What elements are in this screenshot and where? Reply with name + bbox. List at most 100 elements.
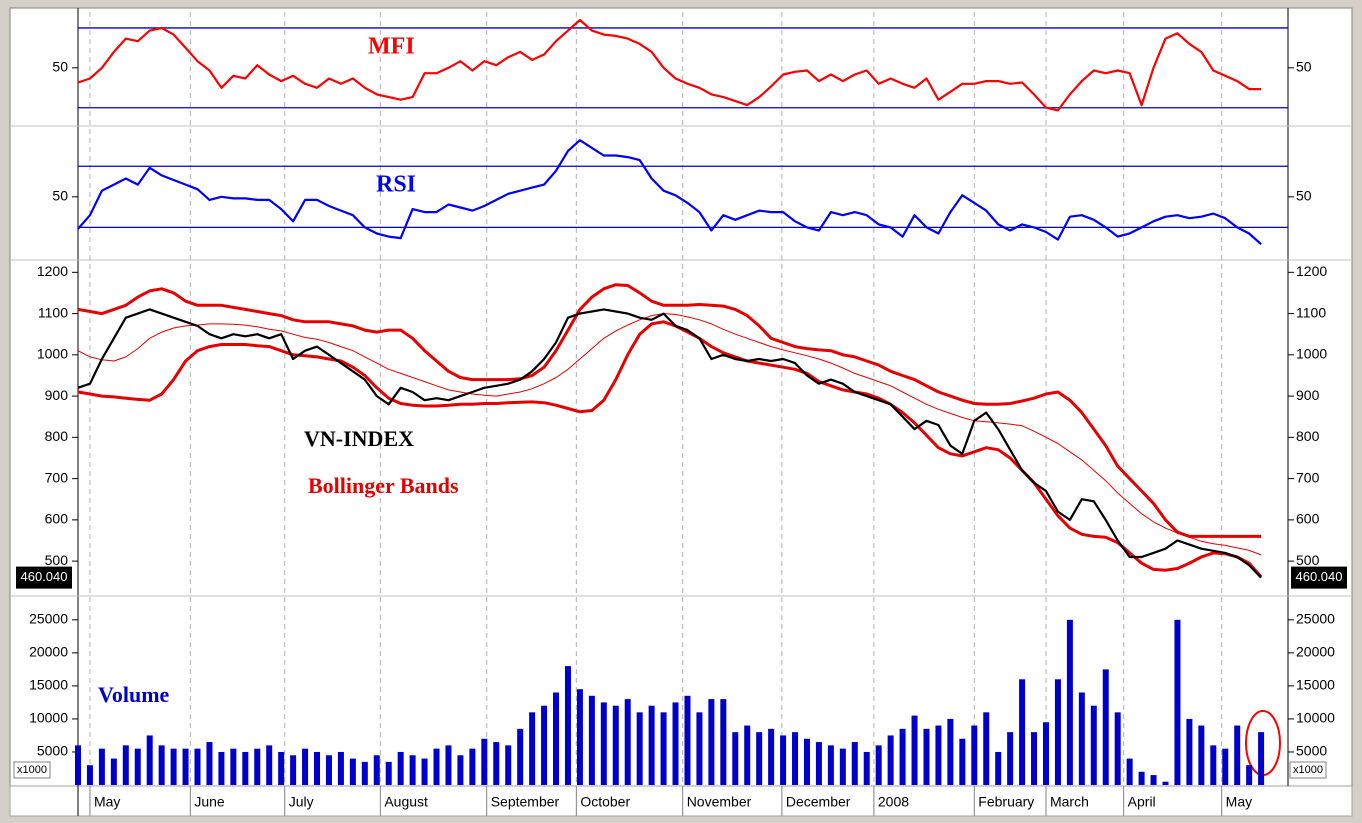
bar (110, 758, 117, 785)
x-tick-label: September (491, 794, 560, 810)
bar (1031, 732, 1038, 785)
y-tick-label: 600 (45, 511, 69, 527)
bar (1102, 669, 1109, 785)
last-value-label: 460.040 (1296, 569, 1343, 584)
bar (170, 748, 177, 785)
upper-band (77, 283, 1262, 538)
bar (756, 732, 763, 785)
y-tick-label-right: 1100 (1296, 304, 1326, 320)
bar (361, 761, 368, 785)
bar (660, 712, 667, 785)
y-tick-label: 1200 (37, 263, 68, 279)
unit-label-right-box (1289, 761, 1327, 779)
bar (851, 742, 858, 785)
bar (529, 712, 536, 785)
bar (505, 745, 512, 785)
bar (768, 728, 775, 785)
bar (839, 748, 846, 785)
bar (684, 695, 691, 785)
bar (1090, 705, 1097, 785)
bar (995, 751, 1002, 785)
y-tick-label-right: 25000 (1296, 611, 1335, 627)
bar (541, 705, 548, 785)
x-tick-label: April (1128, 794, 1156, 810)
y-tick-label-right: 50 (1296, 59, 1312, 75)
x-tick-label: August (384, 794, 428, 810)
bar (911, 715, 918, 785)
y-tick-label: 700 (45, 469, 69, 485)
bar (863, 751, 870, 785)
y-tick-label: 50 (52, 188, 68, 204)
bar (887, 735, 894, 785)
bar (1186, 718, 1193, 785)
bar (1210, 745, 1217, 785)
y-tick-label: 1000 (37, 346, 68, 362)
unit-label: x1000 (17, 764, 47, 776)
bar (1019, 679, 1026, 785)
lower-band (77, 320, 1263, 578)
bar (803, 738, 810, 785)
bar (385, 761, 392, 785)
bar (469, 748, 476, 785)
x-tick-label: July (289, 794, 314, 810)
bar (827, 745, 834, 785)
y-tick-label-right: 10000 (1296, 710, 1335, 726)
bar (947, 718, 954, 785)
bar (588, 695, 595, 785)
bar (1258, 732, 1265, 785)
bar (349, 758, 356, 785)
x-tick-label: October (580, 794, 630, 810)
bar (792, 732, 799, 785)
bar (815, 742, 822, 785)
series-line (77, 139, 1262, 246)
bar (708, 699, 715, 785)
bar (314, 751, 321, 785)
bar (75, 745, 81, 785)
y-tick-label: 10000 (29, 710, 68, 726)
y-tick-label: 25000 (29, 611, 68, 627)
y-tick-label-right: 900 (1296, 387, 1320, 403)
series-line (77, 308, 1262, 579)
bar (337, 751, 344, 785)
bar (1162, 781, 1169, 785)
bar (242, 751, 249, 785)
bar (98, 748, 105, 785)
x-tick-label: December (786, 794, 851, 810)
bar (421, 758, 428, 785)
bar (1007, 732, 1014, 785)
bar (648, 705, 655, 785)
bar (254, 748, 261, 785)
y-tick-label-right: 5000 (1296, 743, 1327, 759)
y-tick-label: 50 (52, 59, 68, 75)
x-axis-strip (9, 785, 1353, 817)
y-tick-label-right: 50 (1296, 188, 1312, 204)
x-tick-label: March (1050, 794, 1089, 810)
y-tick-label: 500 (45, 552, 69, 568)
bar (445, 745, 452, 785)
bar (1234, 725, 1241, 785)
x-tick-label: 2008 (878, 794, 909, 810)
bar (744, 725, 751, 785)
bar (218, 751, 225, 785)
bar (302, 748, 309, 785)
bar (1246, 765, 1253, 785)
bar (1042, 722, 1049, 785)
y-tick-label: 800 (45, 428, 69, 444)
x-tick-label: May (94, 794, 120, 810)
y-tick-label: 900 (45, 387, 69, 403)
bar (1114, 712, 1121, 785)
y-tick-label-right: 500 (1296, 552, 1320, 568)
bar (935, 725, 942, 785)
last-value-box-right (1291, 566, 1347, 589)
bar (397, 751, 404, 785)
mfi-label: MFI (368, 34, 415, 60)
middle-band (77, 313, 1262, 556)
unit-label-right: x1000 (1293, 764, 1323, 776)
bar (86, 765, 93, 785)
bar (1198, 725, 1205, 785)
bar (875, 745, 882, 785)
y-tick-label-right: 800 (1296, 428, 1320, 444)
bar (481, 738, 488, 785)
bar (206, 742, 213, 785)
bar (1078, 692, 1085, 785)
